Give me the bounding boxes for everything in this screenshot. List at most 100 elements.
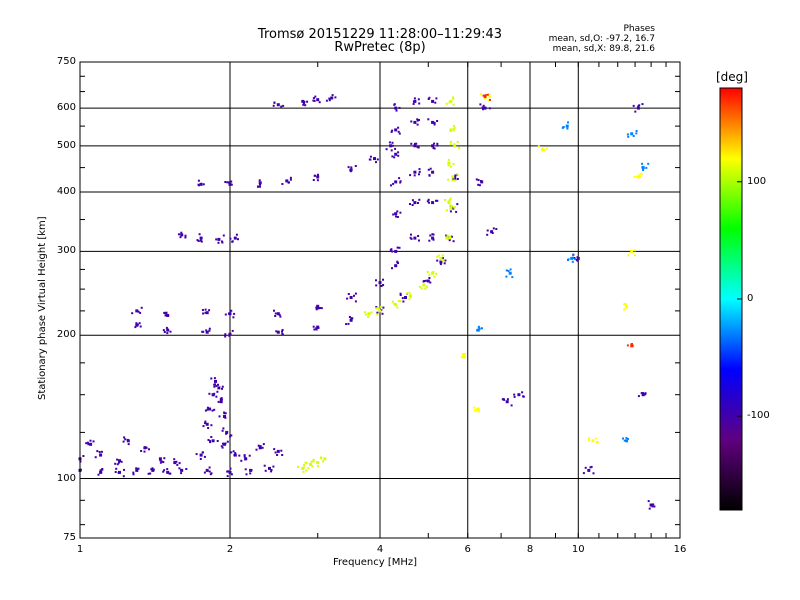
data-point xyxy=(392,182,395,185)
data-point xyxy=(302,103,305,106)
data-point xyxy=(312,325,315,328)
data-point xyxy=(334,96,337,99)
colorbar-unit-label: [deg] xyxy=(716,70,748,84)
data-point xyxy=(588,437,591,440)
data-point xyxy=(424,279,427,282)
data-point xyxy=(208,327,211,330)
data-point xyxy=(369,155,372,158)
data-point xyxy=(402,300,405,303)
data-point xyxy=(441,259,444,262)
x-tick-label: 16 xyxy=(673,544,687,555)
data-point xyxy=(448,199,451,202)
data-point xyxy=(448,237,450,240)
data-point xyxy=(262,443,265,446)
data-point xyxy=(303,463,305,466)
data-point xyxy=(436,144,439,147)
data-point xyxy=(632,135,635,137)
data-point xyxy=(330,96,334,100)
data-point xyxy=(349,170,352,173)
data-point xyxy=(442,259,445,262)
data-point xyxy=(428,201,430,204)
data-point xyxy=(418,170,421,173)
data-point xyxy=(389,249,392,252)
data-point xyxy=(222,442,224,445)
data-point xyxy=(399,211,402,214)
data-point xyxy=(228,334,231,337)
data-point xyxy=(489,98,491,101)
data-point xyxy=(197,179,200,182)
data-point xyxy=(652,503,655,506)
data-point xyxy=(257,185,259,188)
data-point xyxy=(159,461,162,464)
data-point xyxy=(382,306,385,309)
data-point xyxy=(245,473,248,476)
data-point xyxy=(428,274,431,277)
data-point xyxy=(375,284,378,287)
data-point xyxy=(452,240,455,243)
data-point xyxy=(448,239,451,242)
data-point xyxy=(205,422,209,426)
data-point xyxy=(399,294,402,296)
data-point xyxy=(562,126,565,129)
data-point xyxy=(220,398,223,401)
data-point xyxy=(226,475,229,478)
data-point xyxy=(633,175,636,178)
data-point xyxy=(433,123,436,126)
data-point xyxy=(97,473,100,476)
data-point xyxy=(349,296,353,299)
data-point xyxy=(566,127,569,130)
data-point xyxy=(203,455,206,458)
data-point xyxy=(180,472,183,475)
data-point xyxy=(449,204,452,207)
data-point xyxy=(644,393,647,396)
data-point xyxy=(312,97,315,100)
data-point xyxy=(345,323,348,326)
data-point xyxy=(452,103,455,106)
colorbar-tick-label: 100 xyxy=(747,175,767,187)
data-point xyxy=(393,156,396,159)
data-point xyxy=(418,198,421,201)
data-point xyxy=(224,442,227,445)
data-point xyxy=(211,409,214,412)
phases-stats-header: Phases xyxy=(623,24,655,34)
data-point xyxy=(475,408,478,411)
data-point xyxy=(397,130,400,133)
data-point xyxy=(367,315,370,318)
data-point xyxy=(452,163,455,165)
data-point xyxy=(282,104,285,107)
data-point xyxy=(435,199,437,202)
data-point xyxy=(354,292,357,295)
data-point xyxy=(231,329,234,332)
data-point xyxy=(391,155,394,158)
data-point xyxy=(390,130,393,133)
data-point xyxy=(258,181,262,185)
data-point xyxy=(396,306,399,309)
data-point xyxy=(453,144,457,148)
data-point xyxy=(117,471,120,474)
data-point xyxy=(456,173,459,176)
data-point xyxy=(184,236,187,239)
grid-lines xyxy=(80,62,680,538)
data-point xyxy=(394,265,397,267)
data-point xyxy=(114,462,117,465)
data-point xyxy=(315,328,318,331)
data-point xyxy=(313,99,316,102)
data-point xyxy=(503,398,506,401)
data-point xyxy=(460,356,463,359)
data-point xyxy=(433,275,436,278)
data-point xyxy=(303,100,306,103)
data-point xyxy=(219,398,222,400)
data-point xyxy=(486,93,489,96)
data-point xyxy=(398,177,401,180)
data-point xyxy=(132,473,135,476)
data-point xyxy=(507,270,510,272)
data-point xyxy=(213,385,216,388)
data-point xyxy=(505,269,508,272)
data-point xyxy=(122,475,125,478)
data-point xyxy=(221,446,224,449)
data-point xyxy=(435,272,438,275)
data-point xyxy=(312,179,315,181)
data-point xyxy=(149,472,152,475)
data-point xyxy=(642,169,645,171)
data-point xyxy=(92,440,95,443)
